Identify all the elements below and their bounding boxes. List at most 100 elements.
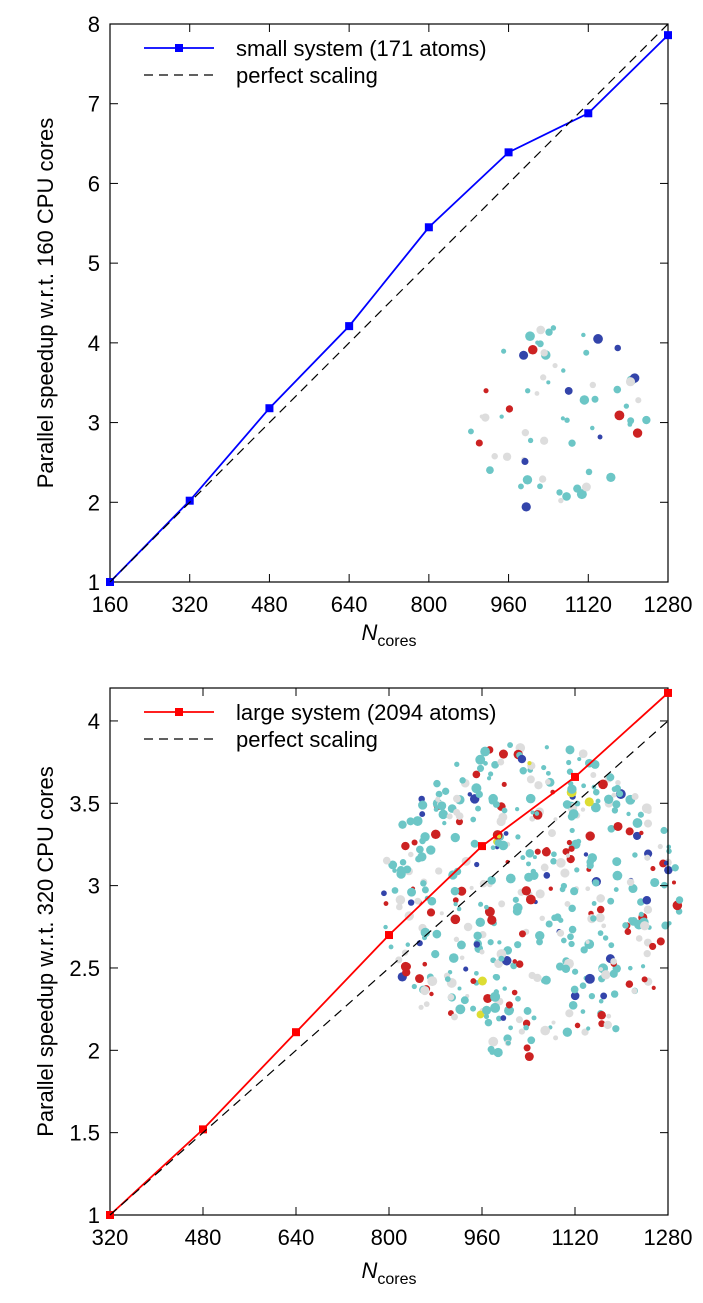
data-point (664, 688, 672, 697)
molecule-atom (433, 806, 439, 812)
molecule-atom (437, 801, 447, 811)
molecule-atom (583, 852, 589, 857)
molecule-atom (541, 764, 547, 771)
x-tick-label: 480 (251, 592, 288, 617)
molecule-atom (545, 920, 553, 928)
molecule-atom (501, 348, 507, 354)
y-tick-label: 3.5 (69, 791, 100, 816)
molecule-atom (565, 745, 575, 755)
molecule-atom (639, 830, 644, 836)
molecule-atom (591, 901, 597, 906)
molecule-atom (543, 872, 551, 879)
molecule-atom (570, 985, 579, 994)
molecule-atom (642, 895, 652, 905)
molecule-atom (473, 931, 482, 940)
molecule-atom (656, 937, 665, 946)
molecule-atom (545, 328, 553, 336)
data-point (424, 223, 433, 232)
molecule-atom (411, 839, 418, 846)
molecule-atom (475, 917, 486, 928)
molecule-atom (574, 1022, 581, 1029)
molecule-atom (501, 781, 507, 787)
molecule-atom (392, 868, 397, 873)
molecule-atom (517, 754, 527, 764)
molecule-atom (544, 779, 551, 785)
molecule-atom (426, 845, 436, 855)
y-tick-label: 7 (88, 92, 100, 117)
molecule-atom (534, 391, 540, 396)
molecule-atom (432, 929, 442, 939)
molecule-atom (496, 949, 507, 959)
molecule-atom (590, 760, 600, 769)
legend-label: perfect scaling (236, 63, 378, 88)
molecule-atom (564, 387, 573, 395)
molecule-atom (551, 851, 557, 858)
molecule-atom (571, 968, 579, 975)
series-line (109, 23, 669, 583)
molecule-atom (625, 377, 636, 387)
molecule-atom (637, 811, 644, 818)
x-tick-label: 640 (331, 592, 368, 617)
molecule-atom (547, 829, 556, 838)
molecule-atom (467, 428, 474, 435)
legend-marker (175, 708, 183, 716)
molecule-atom (666, 848, 672, 854)
molecule-atom (565, 1009, 574, 1018)
molecule-atom (470, 1005, 477, 1012)
molecule-atom (540, 863, 549, 872)
molecule-atom (613, 385, 622, 394)
molecule-atom (460, 996, 469, 1005)
molecule-atom (453, 794, 461, 803)
molecule-atom (640, 964, 646, 969)
molecule-atom (532, 855, 537, 860)
molecule-atom (568, 925, 577, 934)
molecule-atom (613, 821, 623, 831)
molecule-atom (540, 349, 548, 357)
x-tick-label: 1280 (644, 592, 693, 617)
x-axis-label-main: N (361, 620, 377, 645)
molecule-atom (525, 388, 531, 394)
molecule-atom (534, 781, 543, 790)
molecule-atom (421, 886, 429, 894)
molecule-atom (589, 381, 597, 389)
data-point (345, 322, 354, 331)
x-tick-label: 640 (278, 1225, 315, 1250)
molecule-atom (498, 749, 508, 759)
molecule-atom (447, 969, 453, 975)
molecule-atom (537, 483, 543, 490)
molecule-atom (535, 340, 540, 345)
x-tick-label: 960 (464, 1225, 501, 1250)
molecule-atom (505, 859, 510, 865)
molecule-atom (420, 832, 430, 842)
y-tick-label: 1 (88, 570, 100, 595)
molecule-atom (586, 1026, 591, 1031)
molecule-atom (490, 957, 497, 964)
molecule-atom (614, 410, 625, 421)
molecule-atom (580, 946, 588, 954)
molecule-atom (623, 403, 630, 409)
molecule-atom (427, 896, 437, 906)
molecule-atom (626, 878, 635, 886)
molecule-atom (502, 452, 512, 461)
molecule-atom (646, 808, 652, 814)
molecule-atom (408, 851, 414, 858)
molecule-atom (407, 887, 417, 897)
molecule-atom (487, 1045, 495, 1053)
molecule-atom (596, 905, 605, 914)
plot-frame (109, 23, 669, 583)
molecule-atom (505, 405, 514, 413)
molecule-atom (585, 939, 590, 944)
molecule-atom (611, 807, 619, 814)
molecule-atom (483, 993, 493, 1003)
molecule-atom (602, 935, 609, 941)
molecule-atom (471, 783, 482, 794)
molecule-atom (402, 968, 411, 977)
molecule-atom (578, 749, 588, 759)
molecule-atom (643, 819, 653, 828)
molecule-atom (651, 985, 656, 990)
molecule-atom (616, 790, 624, 798)
legend-marker (175, 44, 183, 52)
molecule-atom (520, 855, 526, 861)
molecule-atom (641, 976, 648, 983)
molecule-atom (591, 395, 599, 403)
